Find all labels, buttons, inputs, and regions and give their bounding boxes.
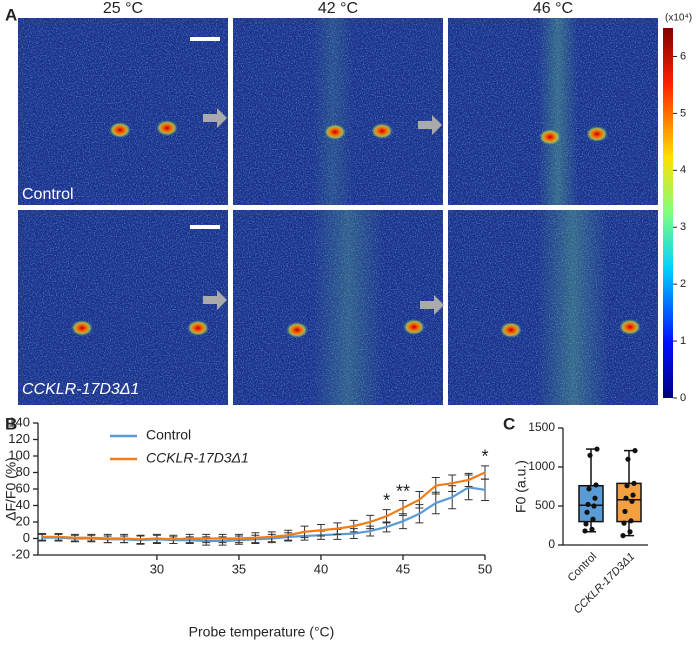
y-tick-label: 100 (8, 447, 30, 462)
scale-bar (190, 37, 220, 41)
cell-spot (539, 129, 561, 145)
data-point (589, 526, 595, 533)
y-tick-label: 60 (16, 480, 30, 495)
panel-label: C (503, 414, 515, 433)
data-point (583, 521, 589, 527)
y-tick-label: 20 (16, 513, 30, 528)
data-point (625, 456, 631, 462)
panel-label: B (5, 414, 17, 433)
image-streak (313, 18, 353, 205)
data-point (593, 482, 599, 488)
axes (37, 423, 485, 556)
data-point (630, 492, 636, 498)
significance: ** (396, 481, 410, 501)
scale-bar (190, 225, 220, 229)
colorbar-tick-label: 1 (680, 335, 686, 347)
colorbar-tick-label: 6 (680, 50, 686, 62)
x-tick-label: 45 (396, 561, 410, 576)
y-tick-label: 500 (535, 498, 555, 512)
data-point (582, 528, 588, 534)
cell-spot (500, 322, 522, 338)
cell-spot (187, 320, 209, 336)
cell-spot (324, 124, 346, 140)
colorbar-tick-label: 0 (680, 392, 686, 404)
image-noise (18, 18, 228, 205)
cell-spot (586, 126, 608, 142)
cell-spot (286, 322, 308, 338)
data-point (620, 533, 626, 539)
colorbar-tick-label: 2 (680, 278, 686, 290)
x-tick-label: 35 (232, 561, 246, 576)
y-tick-label: 0 (23, 530, 30, 545)
data-point (629, 498, 635, 504)
y-tick-label: -20 (11, 546, 30, 561)
y-tick-label: 40 (16, 497, 30, 512)
y-tick-label: 0 (548, 537, 555, 551)
x-tick-label: 50 (478, 561, 492, 576)
data-point (592, 495, 598, 501)
colorbar-tick-label: 5 (680, 107, 686, 119)
data-point (632, 448, 638, 454)
box (578, 484, 604, 523)
image-streak (538, 210, 608, 405)
image-streak (313, 210, 383, 405)
panel-label: A (5, 5, 17, 24)
cell-spot (403, 319, 425, 335)
y-axis-label: F0 (a.u.) (513, 460, 529, 513)
row-label: CCKLR-17D3Δ1 (22, 381, 139, 398)
data-point (627, 529, 633, 535)
series-line (42, 486, 486, 543)
image-noise (18, 210, 228, 405)
significance: * (383, 490, 390, 510)
y-axis-label: ΔF/F0 (%) (3, 457, 19, 521)
data-point (591, 503, 597, 509)
colorbar-tick-label: 3 (680, 221, 686, 233)
column-title: 42 °C (318, 0, 358, 17)
image-streak (538, 18, 578, 205)
x-tick-label: 40 (314, 561, 328, 576)
data-point (622, 508, 628, 515)
arrows (203, 108, 444, 315)
significance: * (481, 447, 488, 467)
colorbar-tick-label: 4 (680, 164, 686, 176)
x-axis-label: Probe temperature (°C) (189, 624, 335, 640)
data-point (586, 486, 592, 492)
error-bar (38, 533, 47, 541)
cell-spot (156, 120, 178, 136)
data-point (631, 480, 637, 486)
y-tick-label: 1500 (528, 420, 555, 434)
x-tick-label: 30 (150, 561, 164, 576)
data-point (590, 516, 596, 522)
data-point (624, 483, 630, 489)
data-point (623, 495, 629, 501)
micrographs (18, 18, 673, 405)
y-tick-label: 1000 (528, 459, 555, 473)
row-label: Control (22, 186, 74, 203)
y-tick-label: 140 (8, 414, 30, 429)
data-point (587, 452, 593, 458)
y-tick-label: 120 (8, 431, 30, 446)
data-point (621, 520, 627, 526)
series-line (42, 471, 486, 541)
legend-label: CCKLR-17D3Δ1 (146, 450, 249, 466)
data-point (628, 518, 634, 524)
colorbar (663, 28, 673, 398)
column-title: 25 °C (103, 0, 143, 17)
data-point (585, 501, 591, 508)
cell-spot (71, 320, 93, 336)
box (616, 482, 642, 523)
x-tick-label: Control (566, 551, 600, 585)
cell-spot (371, 123, 393, 139)
data-point (594, 446, 600, 452)
legend-label: Control (146, 427, 191, 443)
column-title: 46 °C (533, 0, 573, 17)
cell-spot (109, 122, 131, 138)
colorbar-label: (x10⁴) (665, 13, 692, 24)
y-tick-label: 80 (16, 464, 30, 479)
data-point (584, 509, 590, 515)
cell-spot (619, 319, 641, 335)
